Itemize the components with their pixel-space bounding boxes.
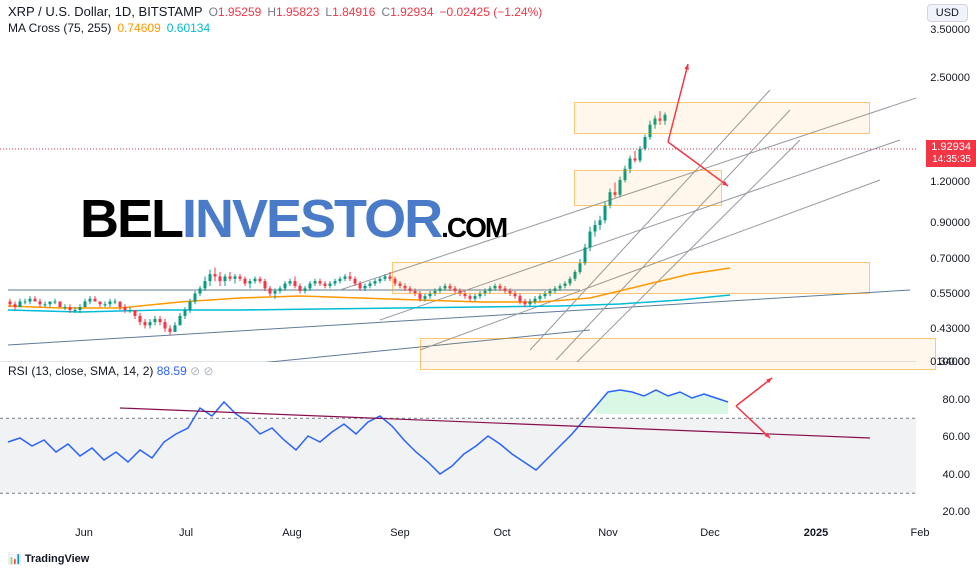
current-price-badge: 1.92934 14:35:35 [926,140,976,167]
watermark-logo: BELINVESTOR.COM [80,188,506,250]
y-axis-rsi[interactable]: 20.0040.0060.0080.00100.00 [916,362,976,512]
x-axis-time[interactable]: JunJulAugSepOctNovDec2025Feb [0,525,916,545]
main-price-panel[interactable]: BELINVESTOR.COM [0,30,916,362]
support-resistance-zone [574,102,870,134]
rsi-panel[interactable] [0,362,916,512]
ma-value-1: 0.74609 [117,21,160,35]
symbol-label: XRP / U.S. Dollar, 1D, BITSTAMP [8,4,203,19]
support-resistance-zone [392,262,870,294]
ohlc-high: 1.95823 [276,5,319,19]
chart-container: XRP / U.S. Dollar, 1D, BITSTAMP O1.95259… [0,0,976,569]
ma-cross-label: MA Cross (75, 255) [8,21,111,35]
rsi-value: 88.59 [157,364,187,378]
ohlc-open: 1.95259 [218,5,261,19]
ma-value-2: 0.60134 [167,21,210,35]
ohlc-close: 1.92934 [390,5,433,19]
rsi-header: RSI (13, close, SMA, 14, 2) 88.59 ⊘ ⊘ [8,364,214,378]
chart-header: XRP / U.S. Dollar, 1D, BITSTAMP O1.95259… [8,4,968,37]
ohlc-change: −0.02425 (−1.24%) [440,5,543,19]
rsi-settings-icon[interactable]: ⊘ ⊘ [190,364,213,378]
tradingview-attribution: 📊 TradingView [8,552,89,565]
support-resistance-zone [574,170,722,206]
ohlc-low: 1.84916 [332,5,375,19]
y-axis-price[interactable]: 0.340000.430000.550000.700000.900001.200… [916,30,976,362]
